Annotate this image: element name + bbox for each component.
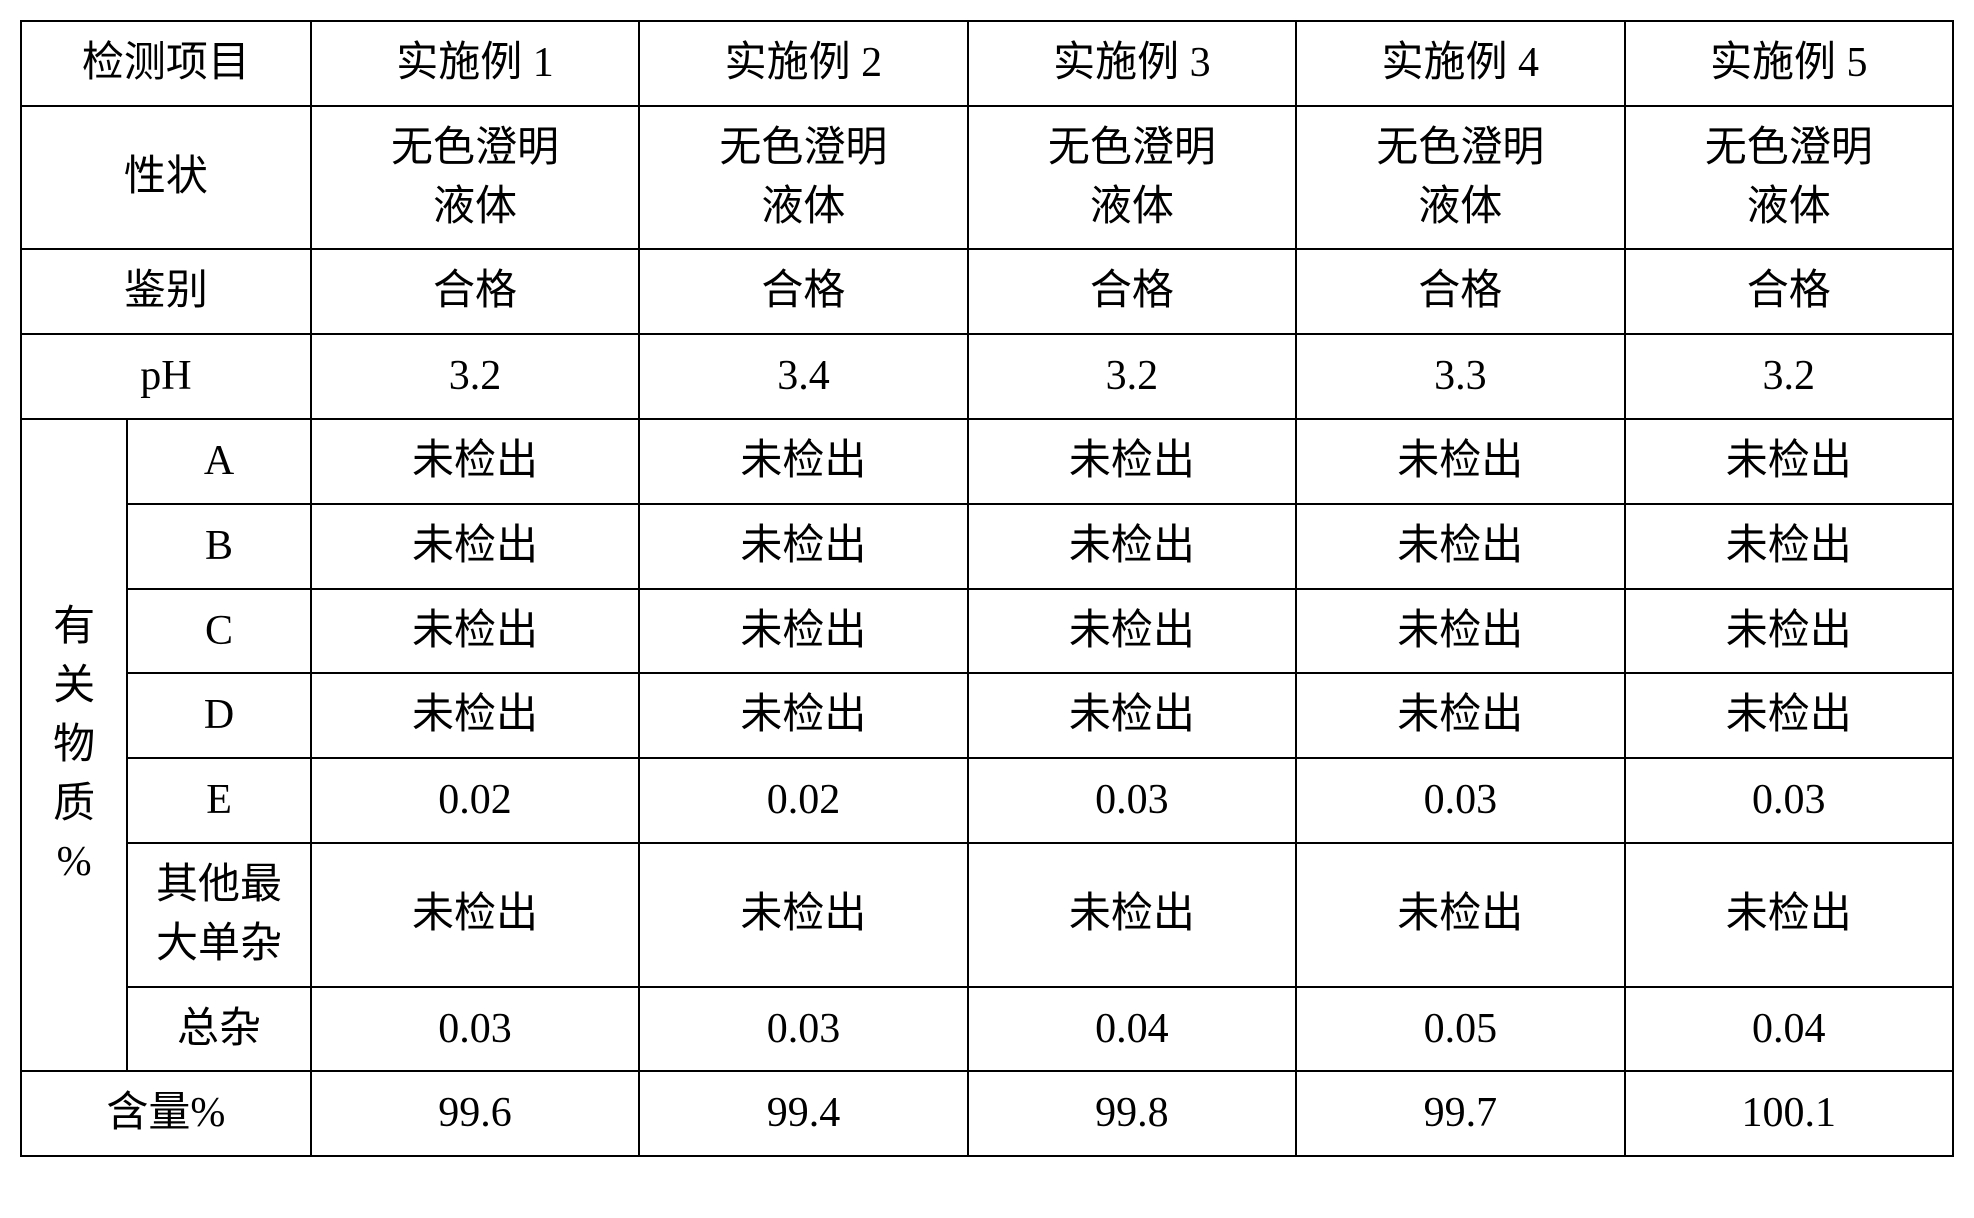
label-B: B (127, 504, 311, 589)
header-ex3: 实施例 3 (968, 21, 1296, 106)
row-ph: pH 3.2 3.4 3.2 3.3 3.2 (21, 334, 1953, 419)
cell: 合格 (311, 249, 639, 334)
cell: 3.3 (1296, 334, 1624, 419)
cell: 未检出 (1296, 589, 1624, 674)
label-C: C (127, 589, 311, 674)
cell: 99.7 (1296, 1071, 1624, 1156)
row-xingzhuang: 性状 无色澄明液体 无色澄明液体 无色澄明液体 无色澄明液体 无色澄明液体 (21, 106, 1953, 250)
cell: 未检出 (311, 504, 639, 589)
cell: 未检出 (1625, 843, 1953, 987)
label-xingzhuang: 性状 (21, 106, 311, 250)
cell: 0.03 (1296, 758, 1624, 843)
label-jianbie: 鉴别 (21, 249, 311, 334)
cell: 未检出 (639, 673, 967, 758)
label-D: D (127, 673, 311, 758)
cell: 未检出 (311, 673, 639, 758)
row-C: C 未检出 未检出 未检出 未检出 未检出 (21, 589, 1953, 674)
cell: 合格 (968, 249, 1296, 334)
cell: 未检出 (639, 504, 967, 589)
label-ph: pH (21, 334, 311, 419)
cell: 未检出 (639, 419, 967, 504)
cell: 0.02 (639, 758, 967, 843)
row-E: E 0.02 0.02 0.03 0.03 0.03 (21, 758, 1953, 843)
row-A: 有 关 物 质 % A 未检出 未检出 未检出 未检出 未检出 (21, 419, 1953, 504)
row-B: B 未检出 未检出 未检出 未检出 未检出 (21, 504, 1953, 589)
cell: 未检出 (968, 673, 1296, 758)
cell: 无色澄明液体 (968, 106, 1296, 250)
cell: 未检出 (639, 589, 967, 674)
cell: 未检出 (1296, 673, 1624, 758)
cell: 未检出 (968, 504, 1296, 589)
cell: 未检出 (1296, 504, 1624, 589)
cell: 0.03 (639, 987, 967, 1072)
cell: 0.02 (311, 758, 639, 843)
cell: 未检出 (1625, 673, 1953, 758)
header-test-item: 检测项目 (21, 21, 311, 106)
cell: 无色澄明液体 (311, 106, 639, 250)
cell: 未检出 (968, 589, 1296, 674)
cell: 100.1 (1625, 1071, 1953, 1156)
cell: 0.04 (968, 987, 1296, 1072)
results-table: 检测项目 实施例 1 实施例 2 实施例 3 实施例 4 实施例 5 性状 无色… (20, 20, 1954, 1157)
row-other-max: 其他最大单杂 未检出 未检出 未检出 未检出 未检出 (21, 843, 1953, 987)
label-E: E (127, 758, 311, 843)
cell: 无色澄明液体 (639, 106, 967, 250)
label-total-imp: 总杂 (127, 987, 311, 1072)
header-ex5: 实施例 5 (1625, 21, 1953, 106)
cell: 0.03 (1625, 758, 1953, 843)
cell: 0.04 (1625, 987, 1953, 1072)
cell: 未检出 (639, 843, 967, 987)
header-ex2: 实施例 2 (639, 21, 967, 106)
cell: 未检出 (1296, 843, 1624, 987)
label-hanliang: 含量% (21, 1071, 311, 1156)
header-ex4: 实施例 4 (1296, 21, 1624, 106)
cell: 未检出 (311, 419, 639, 504)
cell: 3.2 (1625, 334, 1953, 419)
cell: 99.8 (968, 1071, 1296, 1156)
cell: 3.2 (968, 334, 1296, 419)
cell: 无色澄明液体 (1296, 106, 1624, 250)
row-jianbie: 鉴别 合格 合格 合格 合格 合格 (21, 249, 1953, 334)
label-youguan-group: 有 关 物 质 % (21, 419, 127, 1071)
cell: 未检出 (311, 843, 639, 987)
cell: 未检出 (1625, 589, 1953, 674)
cell: 未检出 (968, 843, 1296, 987)
cell: 未检出 (311, 589, 639, 674)
row-hanliang: 含量% 99.6 99.4 99.8 99.7 100.1 (21, 1071, 1953, 1156)
cell: 0.03 (968, 758, 1296, 843)
cell: 未检出 (1625, 419, 1953, 504)
cell: 99.6 (311, 1071, 639, 1156)
cell: 合格 (639, 249, 967, 334)
row-D: D 未检出 未检出 未检出 未检出 未检出 (21, 673, 1953, 758)
cell: 0.05 (1296, 987, 1624, 1072)
header-ex1: 实施例 1 (311, 21, 639, 106)
cell: 合格 (1296, 249, 1624, 334)
label-other-max: 其他最大单杂 (127, 843, 311, 987)
cell: 合格 (1625, 249, 1953, 334)
row-total-imp: 总杂 0.03 0.03 0.04 0.05 0.04 (21, 987, 1953, 1072)
cell: 无色澄明液体 (1625, 106, 1953, 250)
cell: 3.4 (639, 334, 967, 419)
label-A: A (127, 419, 311, 504)
cell: 未检出 (1296, 419, 1624, 504)
cell: 99.4 (639, 1071, 967, 1156)
cell: 0.03 (311, 987, 639, 1072)
cell: 3.2 (311, 334, 639, 419)
cell: 未检出 (1625, 504, 1953, 589)
cell: 未检出 (968, 419, 1296, 504)
table-header-row: 检测项目 实施例 1 实施例 2 实施例 3 实施例 4 实施例 5 (21, 21, 1953, 106)
